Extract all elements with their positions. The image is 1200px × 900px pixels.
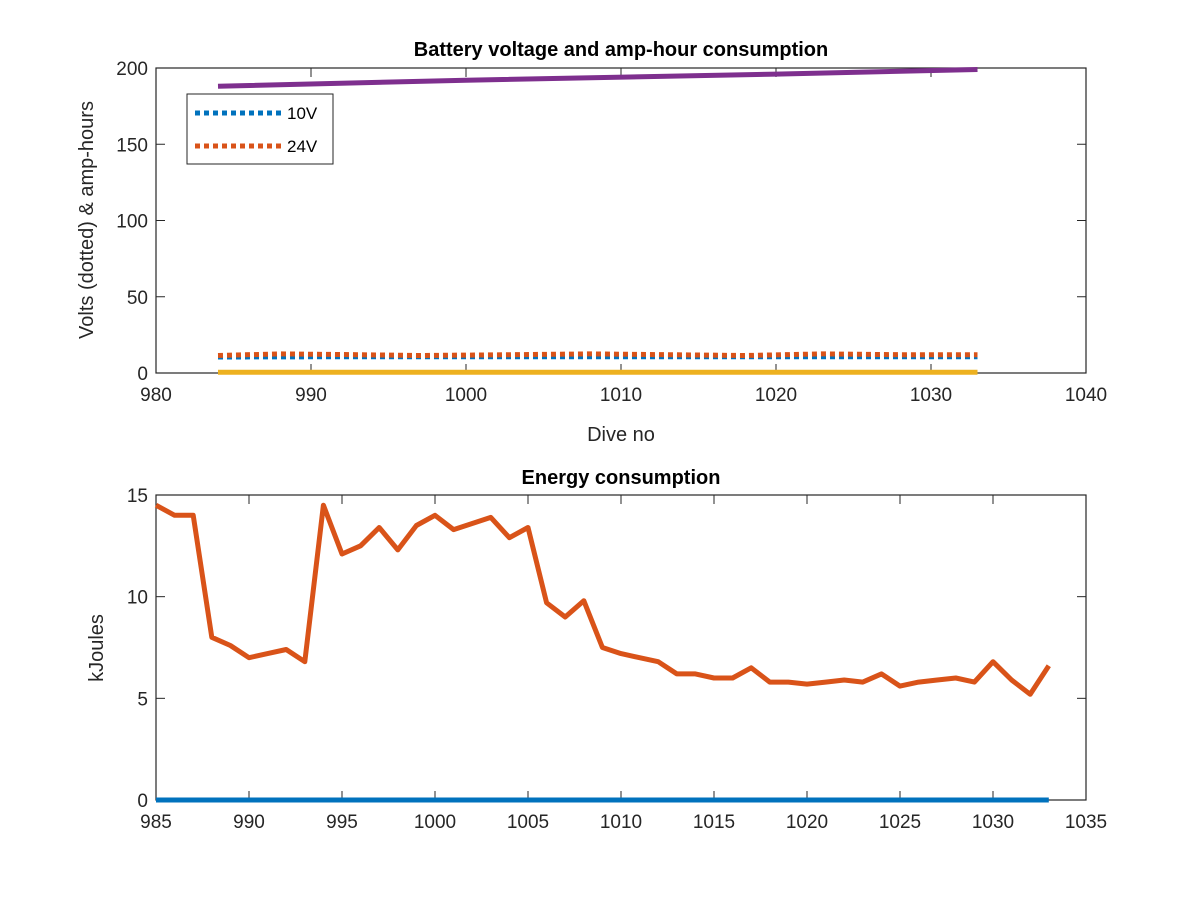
energy-chart-xtick-label: 995 xyxy=(326,812,358,833)
energy-chart-series-1-line xyxy=(154,502,1051,697)
voltage-chart-xtick-label: 1010 xyxy=(600,385,642,406)
voltage-chart-xtick-label: 1040 xyxy=(1065,385,1107,406)
energy-chart-ytick-label: 10 xyxy=(127,588,148,609)
energy-chart-ticks: 985 990 995 1000 1005 1010 1015 1020 1025 1030 103… xyxy=(127,486,1107,833)
voltage-chart-series-1-line xyxy=(217,351,978,358)
energy-chart-xtick-label: 1010 xyxy=(600,812,642,833)
voltage-chart-ylabel: Volts (dotted) & amp-hours xyxy=(76,101,98,339)
energy-chart: Energy consumption kJoules 985 990 995 1000… xyxy=(86,467,1107,833)
energy-chart-xtick-label: 1035 xyxy=(1065,812,1107,833)
voltage-chart-ytick-label: 0 xyxy=(137,364,148,385)
legend-10v-label: 10V xyxy=(287,104,318,123)
energy-chart-xtick-label: 1020 xyxy=(786,812,828,833)
energy-chart-xtick-label: 1015 xyxy=(693,812,735,833)
energy-chart-xtick-label: 1030 xyxy=(972,812,1014,833)
voltage-chart-xtick-label: 980 xyxy=(140,385,172,406)
voltage-chart-ytick-label: 200 xyxy=(116,59,148,80)
energy-chart-axes-box xyxy=(155,494,1087,801)
energy-chart-xtick-label: 985 xyxy=(140,812,172,833)
voltage-chart-xtick-label: 990 xyxy=(295,385,327,406)
voltage-chart-series xyxy=(217,67,978,375)
voltage-chart-ytick-label: 150 xyxy=(116,135,148,156)
voltage-chart-xlabel: Dive no xyxy=(587,424,655,446)
voltage-chart-title: Battery voltage and amp-hour consumption xyxy=(414,39,828,61)
energy-chart-xtick-label: 1025 xyxy=(879,812,921,833)
voltage-chart-xtick-label: 1020 xyxy=(755,385,797,406)
energy-chart-xtick-label: 990 xyxy=(233,812,265,833)
energy-chart-xtick-label: 1005 xyxy=(507,812,549,833)
voltage-chart-xtick-label: 1030 xyxy=(910,385,952,406)
legend-box xyxy=(186,93,334,165)
voltage-chart: Battery voltage and amp-hour consumption… xyxy=(76,39,1107,446)
voltage-chart-ytick-label: 100 xyxy=(116,212,148,233)
voltage-chart-ytick-label: 50 xyxy=(127,288,148,309)
energy-chart-ytick-label: 5 xyxy=(137,689,148,710)
energy-chart-ylabel: kJoules xyxy=(86,614,108,682)
energy-chart-series xyxy=(154,502,1051,803)
energy-chart-title: Energy consumption xyxy=(522,467,721,489)
voltage-chart-ticks: 980 990 1000 1010 1020 1030 1040 0 50 100 150 200 xyxy=(116,59,1107,406)
energy-chart-xtick-label: 1000 xyxy=(414,812,456,833)
voltage-chart-series-3-line xyxy=(217,67,978,89)
legend: 10V 24V xyxy=(186,93,334,165)
voltage-chart-xtick-label: 1000 xyxy=(445,385,487,406)
energy-chart-ytick-label: 15 xyxy=(127,486,148,507)
energy-chart-ytick-label: 0 xyxy=(137,791,148,812)
legend-24v-label: 24V xyxy=(287,137,318,156)
